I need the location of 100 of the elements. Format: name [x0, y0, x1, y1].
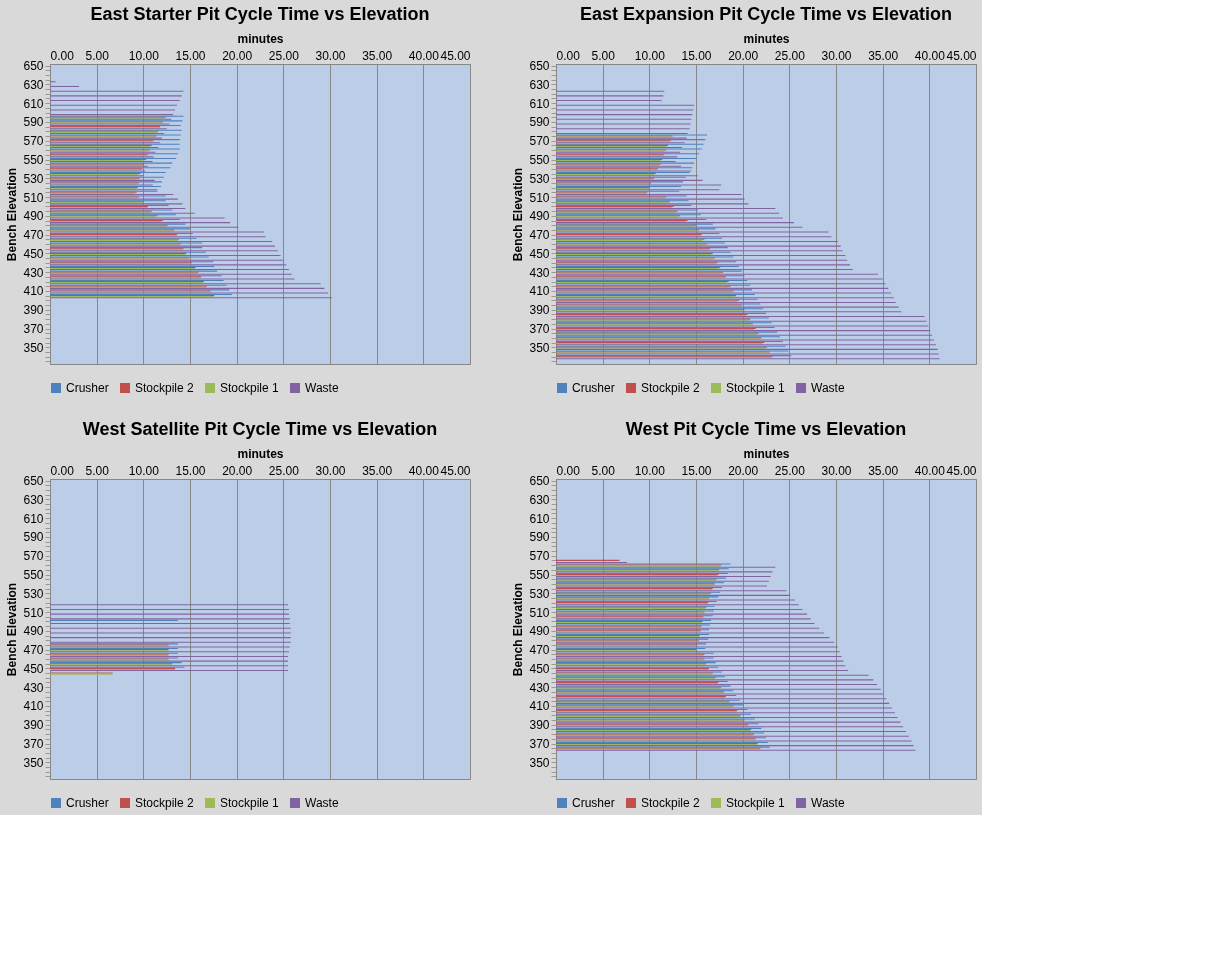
- x-axis-title: minutes: [237, 446, 284, 461]
- x-tick-label: 0.00: [556, 48, 581, 63]
- x-tick-label: 40.00: [408, 463, 440, 478]
- x-tick-label: 30.00: [821, 463, 852, 478]
- x-tick-label: 15.00: [175, 48, 206, 63]
- y-tick-label: 630: [23, 77, 44, 92]
- y-tick-label: 370: [23, 737, 44, 752]
- x-axis-title: minutes: [743, 446, 790, 461]
- x-tick-label: 20.00: [728, 48, 759, 63]
- y-tick-label: 550: [23, 153, 44, 168]
- x-tick-label: 5.00: [85, 463, 110, 478]
- y-tick-label: 550: [529, 153, 550, 168]
- y-tick-label: 570: [529, 134, 550, 149]
- y-tick-label: 470: [23, 228, 44, 243]
- y-tick-label: 350: [23, 755, 44, 770]
- x-tick-label: 5.00: [85, 48, 110, 63]
- x-tick-label: 25.00: [268, 48, 300, 63]
- x-tick-label: 25.00: [774, 463, 806, 478]
- y-tick-label: 470: [23, 643, 44, 658]
- x-tick-label: 0.00: [50, 48, 75, 63]
- y-tick-label: 370: [23, 322, 44, 337]
- legend-label: Waste: [811, 796, 845, 810]
- y-tick-label: 610: [529, 511, 550, 526]
- y-tick-label: 530: [23, 171, 44, 186]
- y-tick-label: 530: [23, 586, 44, 601]
- y-tick-label: 550: [529, 568, 550, 583]
- legend-label: Stockpile 1: [220, 381, 280, 395]
- x-tick-label: 40.00: [408, 48, 440, 63]
- legend-label: Crusher: [572, 381, 615, 395]
- x-tick-label: 0.00: [556, 463, 581, 478]
- x-tick-label: 45.00: [946, 463, 977, 478]
- x-tick-label: 30.00: [315, 463, 346, 478]
- legend-label: Waste: [305, 381, 339, 395]
- y-tick-label: 430: [529, 265, 550, 280]
- x-tick-label: 30.00: [821, 48, 852, 63]
- x-tick-label: 30.00: [315, 48, 346, 63]
- legend-label: Crusher: [66, 796, 109, 810]
- y-tick-label: 570: [529, 549, 550, 564]
- y-axis-title: Bench Elevation: [5, 167, 20, 262]
- x-tick-label: 40.00: [914, 463, 946, 478]
- y-tick-label: 450: [529, 246, 550, 261]
- y-tick-label: 410: [23, 699, 44, 714]
- y-tick-label: 490: [23, 624, 44, 639]
- y-tick-label: 610: [529, 96, 550, 111]
- y-tick-label: 450: [23, 246, 44, 261]
- legend-label: Stockpile 2: [135, 796, 195, 810]
- x-tick-label: 40.00: [914, 48, 946, 63]
- y-tick-label: 510: [23, 190, 44, 205]
- chart-title: West Pit Cycle Time vs Elevation: [625, 419, 907, 439]
- chart-title: East Expansion Pit Cycle Time vs Elevation: [580, 4, 952, 24]
- x-tick-label: 25.00: [774, 48, 806, 63]
- y-tick-label: 610: [23, 511, 44, 526]
- y-tick-label: 390: [529, 718, 550, 733]
- x-axis-title: minutes: [237, 31, 284, 46]
- y-tick-label: 530: [529, 586, 550, 601]
- y-tick-label: 390: [23, 718, 44, 733]
- y-axis-title: Bench Elevation: [511, 582, 526, 677]
- y-tick-label: 570: [23, 134, 44, 149]
- y-tick-label: 510: [529, 605, 550, 620]
- y-tick-label: 490: [529, 624, 550, 639]
- x-tick-label: 45.00: [440, 463, 471, 478]
- y-tick-label: 510: [529, 190, 550, 205]
- y-tick-label: 630: [529, 77, 550, 92]
- y-tick-label: 490: [23, 209, 44, 224]
- legend-label: Stockpile 1: [726, 381, 786, 395]
- y-axis-title: Bench Elevation: [5, 582, 20, 677]
- x-tick-label: 35.00: [868, 463, 899, 478]
- x-tick-label: 25.00: [268, 463, 300, 478]
- legend-label: Stockpile 1: [220, 796, 280, 810]
- legend-label: Stockpile 1: [726, 796, 786, 810]
- x-tick-label: 15.00: [175, 463, 206, 478]
- y-tick-label: 590: [529, 530, 550, 545]
- x-tick-label: 45.00: [440, 48, 471, 63]
- y-tick-label: 350: [529, 755, 550, 770]
- y-tick-label: 650: [529, 474, 550, 489]
- x-tick-label: 35.00: [868, 48, 899, 63]
- y-tick-label: 650: [23, 474, 44, 489]
- x-tick-label: 15.00: [681, 48, 712, 63]
- x-tick-label: 15.00: [681, 463, 712, 478]
- y-tick-label: 410: [529, 699, 550, 714]
- y-tick-label: 430: [529, 680, 550, 695]
- y-tick-label: 410: [529, 284, 550, 299]
- legend-label: Stockpile 2: [641, 381, 701, 395]
- y-tick-label: 470: [529, 643, 550, 658]
- y-tick-label: 470: [529, 228, 550, 243]
- y-axis-title: Bench Elevation: [511, 167, 526, 262]
- y-tick-label: 630: [529, 492, 550, 507]
- x-tick-label: 20.00: [728, 463, 759, 478]
- y-tick-label: 610: [23, 96, 44, 111]
- y-tick-label: 530: [529, 171, 550, 186]
- y-tick-label: 590: [23, 530, 44, 545]
- x-tick-label: 35.00: [362, 48, 393, 63]
- x-axis-title: minutes: [743, 31, 790, 46]
- y-tick-label: 550: [23, 568, 44, 583]
- x-tick-label: 20.00: [222, 463, 253, 478]
- chart-title: West Satellite Pit Cycle Time vs Elevation: [82, 419, 438, 439]
- y-tick-label: 510: [23, 605, 44, 620]
- x-tick-label: 5.00: [591, 463, 616, 478]
- y-tick-label: 430: [23, 680, 44, 695]
- y-tick-label: 410: [23, 284, 44, 299]
